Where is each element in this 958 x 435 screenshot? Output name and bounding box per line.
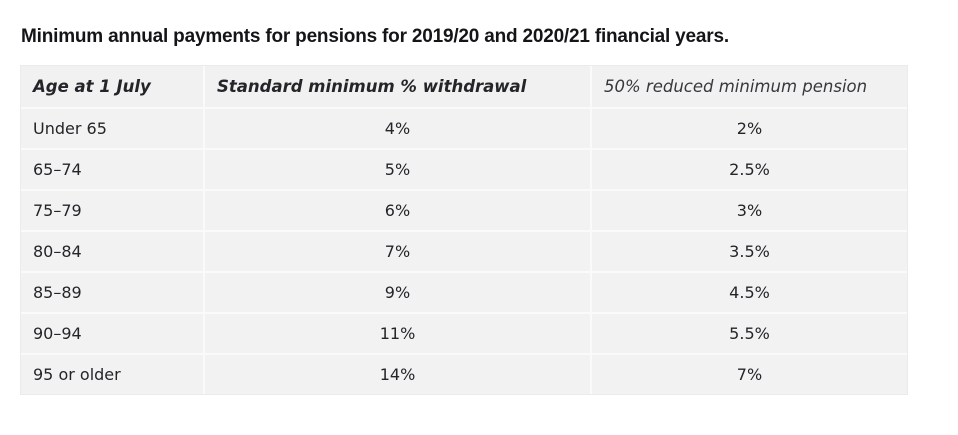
standard-cell: 9%	[203, 271, 590, 312]
standard-cell: 6%	[203, 189, 590, 230]
table-row: 75–79 6% 3%	[21, 189, 907, 230]
age-cell: 85–89	[21, 271, 203, 312]
age-cell: 65–74	[21, 148, 203, 189]
standard-cell: 7%	[203, 230, 590, 271]
reduced-cell: 7%	[590, 353, 907, 394]
standard-cell: 5%	[203, 148, 590, 189]
pensions-table-container: Age at 1 July Standard minimum % withdra…	[20, 65, 908, 395]
pensions-table: Age at 1 July Standard minimum % withdra…	[20, 65, 908, 395]
age-cell: 90–94	[21, 312, 203, 353]
reduced-cell: 3%	[590, 189, 907, 230]
table-row: Under 65 4% 2%	[21, 107, 907, 148]
table-row: 90–94 11% 5.5%	[21, 312, 907, 353]
standard-cell: 14%	[203, 353, 590, 394]
standard-cell: 4%	[203, 107, 590, 148]
table-row: 80–84 7% 3.5%	[21, 230, 907, 271]
standard-cell: 11%	[203, 312, 590, 353]
age-cell: Under 65	[21, 107, 203, 148]
column-header-standard: Standard minimum % withdrawal	[203, 66, 590, 107]
age-cell: 95 or older	[21, 353, 203, 394]
table-header-row: Age at 1 July Standard minimum % withdra…	[21, 66, 907, 107]
column-header-reduced: 50% reduced minimum pension	[590, 66, 907, 107]
age-cell: 75–79	[21, 189, 203, 230]
table-row: 65–74 5% 2.5%	[21, 148, 907, 189]
table-row: 95 or older 14% 7%	[21, 353, 907, 394]
reduced-cell: 5.5%	[590, 312, 907, 353]
reduced-cell: 3.5%	[590, 230, 907, 271]
reduced-cell: 4.5%	[590, 271, 907, 312]
age-cell: 80–84	[21, 230, 203, 271]
reduced-cell: 2%	[590, 107, 907, 148]
page-title: Minimum annual payments for pensions for…	[21, 25, 729, 47]
table-row: 85–89 9% 4.5%	[21, 271, 907, 312]
reduced-cell: 2.5%	[590, 148, 907, 189]
column-header-age: Age at 1 July	[21, 66, 203, 107]
